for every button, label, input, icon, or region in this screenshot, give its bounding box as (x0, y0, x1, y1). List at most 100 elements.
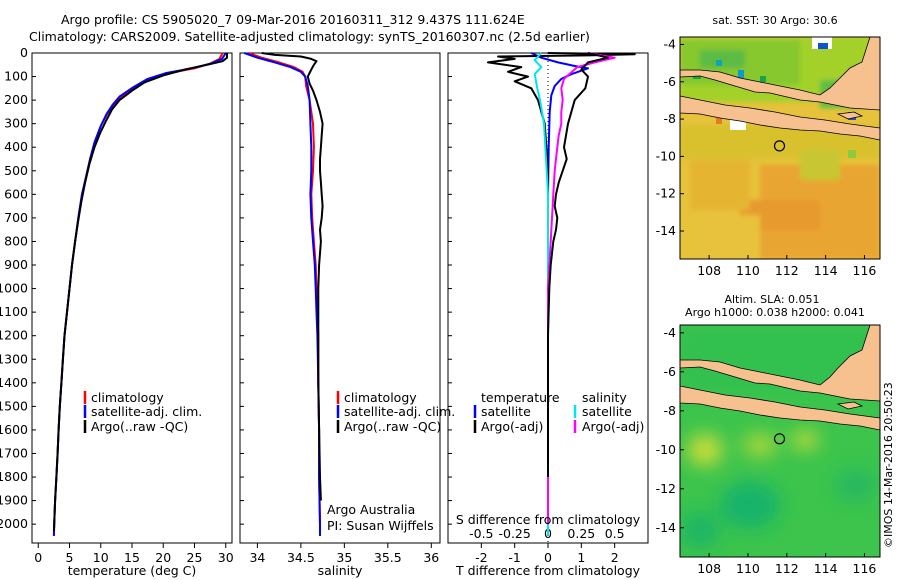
x-tick-label-salinity: -0.5 (469, 526, 493, 541)
sla-map-frame (679, 324, 881, 558)
y-tick-label: 1200 (0, 328, 28, 343)
y-tick-label: -8 (664, 111, 677, 126)
sla-argo-location-marker (773, 433, 786, 445)
depth-axis: 0 100 200 300 400 500 600 700 800 900 1000 1100 1200… (0, 45, 452, 531)
y-tick-label: 600 (4, 186, 28, 201)
salinity-x-label: salinity (318, 563, 363, 578)
y-tick-label: -10 (656, 442, 676, 457)
sla-map-subtitle: Argo h1000: 0.038 h2000: 0.041 (685, 306, 865, 319)
x-tick-label: 108 (697, 263, 721, 278)
legend-label-s-argo: Argo(-adj) (582, 419, 644, 434)
sla-land-north (680, 325, 880, 402)
x-tick-label: 112 (775, 263, 799, 278)
legend-label-climatology: climatology (344, 390, 417, 405)
x-tick-label-salinity: 0.25 (567, 526, 595, 541)
x-tick-label: 114 (814, 561, 838, 576)
y-tick-label: 0 (20, 45, 28, 60)
header-title-line1: Argo profile: CS 5905020_7 09-Mar-2016 2… (61, 12, 525, 27)
series-line-argo-sat (547, 52, 609, 477)
series-line-argo-raw-qc- (52, 53, 228, 532)
salinity-legend: climatology satellite-adj. clim. Argo(..… (336, 390, 455, 434)
temperature-series (52, 52, 228, 536)
sla-map-title: Altim. SLA: 0.051 (724, 293, 819, 306)
difference-x-label: T difference from climatology (455, 563, 641, 578)
x-tick-label: 110 (736, 263, 760, 278)
y-tick-label: 1800 (0, 469, 28, 484)
y-tick-label: 1300 (0, 351, 28, 366)
y-tick-label: 1100 (0, 304, 28, 319)
temperature-panel-frame (31, 52, 233, 544)
temperature-x-label: temperature (deg C) (68, 563, 197, 578)
y-tick-label: 900 (4, 257, 28, 272)
series-line-argo-raw-qc- (261, 52, 324, 501)
y-tick-label: 200 (4, 92, 28, 107)
salinity-panel-frame (239, 52, 441, 544)
y-tick-label: 400 (4, 139, 28, 154)
x-tick-label: 5 (66, 550, 74, 565)
y-tick-label: -14 (656, 520, 676, 535)
x-tick-label: 30 (218, 550, 234, 565)
series-line-argo-adj- (547, 52, 616, 525)
legend-title-temperature: temperature (481, 390, 560, 405)
legend-label-argo: Argo(..raw -QC) (344, 419, 441, 434)
sst-land-java (680, 95, 880, 141)
salinity-series (243, 52, 324, 536)
annotation-pi-name: PI: Susan Wijffels (327, 518, 434, 533)
x-tick-label: 0 (34, 550, 42, 565)
series-line-satellite (533, 52, 549, 536)
legend-label-s-satellite: satellite (582, 404, 632, 419)
x-tick-label: 35.5 (374, 550, 402, 565)
sst-map-axes: 108 110 112 114 116 -4 -6 -8 -10 -12 -14 (656, 36, 877, 278)
x-tick-label: 114 (814, 263, 838, 278)
x-tick-label: 2 (611, 550, 619, 565)
y-tick-label: 500 (4, 163, 28, 178)
series-line-satellite (530, 52, 589, 536)
x-tick-label: 34 (249, 550, 265, 565)
sst-map-title: sat. SST: 30 Argo: 30.6 (712, 14, 837, 27)
y-tick-label: 300 (4, 116, 28, 131)
legend-label-t-argo: Argo(-adj) (481, 419, 543, 434)
x-tick-label: -2 (475, 550, 487, 565)
x-tick-label: 112 (775, 561, 799, 576)
sst-land-madura (836, 111, 864, 120)
y-tick-label: 2000 (0, 516, 28, 531)
header-title-line2: Climatology: CARS2009. Satellite-adjuste… (29, 29, 590, 44)
legend-label-t-satellite: satellite (481, 404, 531, 419)
x-tick-label: 20 (155, 550, 171, 565)
y-tick-label: -8 (664, 403, 677, 418)
y-tick-label: -14 (656, 223, 676, 238)
y-tick-label: -6 (664, 364, 677, 379)
y-tick-label: -6 (664, 74, 677, 89)
series-line-climatology (248, 52, 321, 536)
y-tick-label: 1600 (0, 422, 28, 437)
x-tick-label: 35 (336, 550, 352, 565)
y-tick-label: 800 (4, 233, 28, 248)
salinity-x-axis: 34 34.5 35 35.5 36 (249, 543, 439, 565)
y-tick-label: 1000 (0, 281, 28, 296)
sst-argo-location-marker (773, 140, 786, 152)
series-line-satellite-adj-clim- (52, 52, 227, 536)
sst-map (680, 37, 880, 259)
x-tick-label: 110 (736, 561, 760, 576)
temperature-x-axis: 0 5 10 15 20 25 30 (34, 543, 234, 565)
y-tick-label: -4 (664, 325, 677, 340)
sla-map (680, 325, 880, 557)
x-tick-label: 116 (853, 561, 877, 576)
x-tick-label: 25 (187, 550, 203, 565)
watermark-timestamp: ©IMOS 14-Mar-2016 20:50:23 (882, 382, 895, 548)
x-tick-label-salinity: 0.5 (605, 526, 625, 541)
x-tick-label: 10 (93, 550, 109, 565)
sla-land-java (680, 385, 880, 431)
x-tick-label: -1 (508, 550, 520, 565)
x-tick-label: 34.5 (287, 550, 315, 565)
y-tick-label: 700 (4, 210, 28, 225)
sst-land-north (680, 37, 880, 111)
sst-map-frame (679, 36, 881, 260)
legend-label-climatology: climatology (91, 390, 164, 405)
difference-series (487, 52, 636, 536)
y-tick-label: -12 (656, 481, 676, 496)
x-tick-label: 15 (124, 550, 140, 565)
annotation-argo-australia: Argo Australia (327, 502, 415, 517)
x-tick-label: 108 (697, 561, 721, 576)
